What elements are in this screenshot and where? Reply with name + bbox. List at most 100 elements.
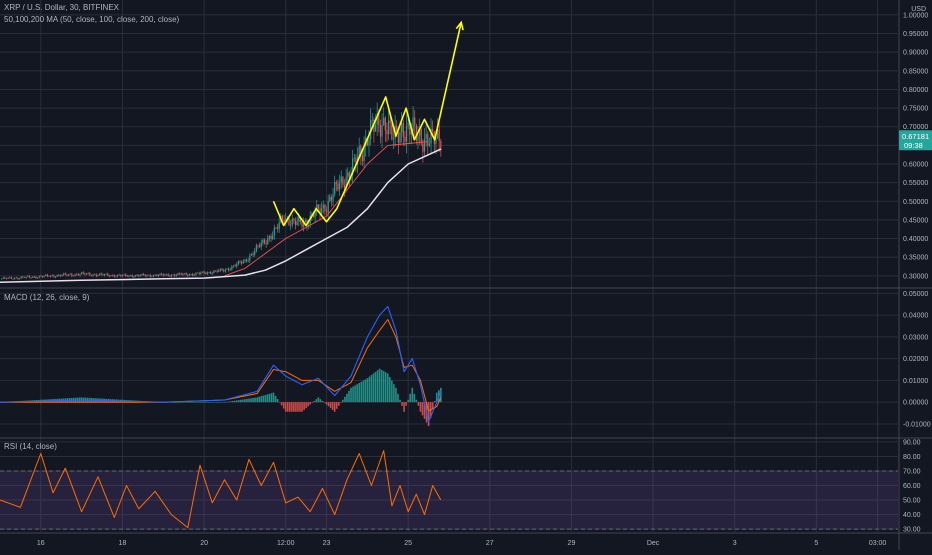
macd-histogram-bar <box>360 381 363 403</box>
candle-body <box>422 143 424 152</box>
candle-body <box>201 271 204 273</box>
candle-body <box>7 277 9 279</box>
macd-histogram-bar <box>178 402 181 403</box>
candle-body <box>391 122 393 140</box>
candle-body <box>410 131 413 135</box>
candle-body <box>435 138 437 144</box>
candle-body <box>298 216 300 222</box>
candle-body <box>319 208 321 214</box>
candle-body <box>218 270 220 272</box>
candle-body <box>223 270 225 272</box>
candle-body <box>265 243 267 245</box>
x-tick-label: Dec <box>647 540 660 547</box>
candle-body <box>255 245 257 252</box>
macd-histogram-bar <box>419 402 422 412</box>
rsi-line <box>0 450 442 529</box>
macd-histogram-bar <box>240 399 242 403</box>
candle-body <box>257 245 259 246</box>
candle-body <box>51 275 53 277</box>
macd-legend: MACD (12, 26, close, 9) <box>4 293 90 302</box>
macd-histogram-bar <box>186 402 189 403</box>
candle-body <box>162 274 164 276</box>
candle-body <box>12 278 14 280</box>
candle-body <box>386 130 388 135</box>
macd-histogram-bar <box>358 383 360 403</box>
candle-body <box>352 158 354 175</box>
candle-body <box>227 268 230 271</box>
candle-body <box>387 120 390 135</box>
macd-histogram-bar <box>309 402 312 405</box>
candle-body <box>342 176 344 186</box>
candle-body <box>61 274 63 277</box>
candle-body <box>368 139 370 146</box>
candle-body <box>268 236 270 239</box>
candle-body <box>234 265 236 267</box>
candle-body <box>170 274 173 277</box>
price-y-tick-label: 0.50000 <box>903 199 928 206</box>
candle-body <box>419 129 421 136</box>
candle-body <box>321 208 323 214</box>
candle-body <box>334 182 336 195</box>
macd-histogram-bar <box>346 393 348 403</box>
candle-body <box>25 276 27 278</box>
candle-body <box>285 217 287 223</box>
macd-histogram-bar <box>219 402 222 403</box>
macd-histogram-bar <box>352 386 354 403</box>
macd-histogram-bar <box>252 397 254 403</box>
candle-body <box>206 272 208 274</box>
macd-histogram-bar <box>405 402 407 406</box>
candle-body <box>175 274 177 276</box>
candle-body <box>237 261 239 265</box>
candle-body <box>28 276 30 278</box>
candle-body <box>436 129 439 139</box>
x-tick-label: 20 <box>200 540 208 547</box>
candle-body <box>1 278 3 280</box>
candle-body <box>77 274 79 276</box>
candle-body <box>136 274 138 276</box>
candle-body <box>432 128 434 132</box>
macd-histogram-bar <box>409 393 412 403</box>
candle-body <box>440 141 442 151</box>
candle-body <box>245 259 248 262</box>
candle-body <box>120 275 122 277</box>
candle-body <box>374 124 377 132</box>
candle-body <box>213 270 215 274</box>
macd-histogram-bar <box>217 402 220 403</box>
rsi-y-tick-label: 40.00 <box>903 512 921 519</box>
candle-body <box>236 264 238 267</box>
candle-body <box>355 157 357 165</box>
candle-body <box>133 276 135 278</box>
macd-y-tick-label: 0.03000 <box>903 334 928 341</box>
candle-body <box>126 275 128 277</box>
candle-body <box>144 275 146 277</box>
candle-body <box>335 182 337 184</box>
macd-histogram-bar <box>401 402 403 406</box>
candle-body <box>92 274 94 276</box>
candle-body <box>267 238 269 245</box>
candle-body <box>241 262 243 264</box>
candle-body <box>198 273 200 274</box>
candle-body <box>438 129 440 142</box>
candle-body <box>95 274 97 276</box>
candle-body <box>161 273 163 275</box>
macd-histogram-bar <box>376 370 379 403</box>
candle-body <box>89 273 91 276</box>
macd-histogram-bar <box>344 396 346 403</box>
candle-body <box>296 221 298 226</box>
macd-histogram-bar <box>227 401 230 403</box>
price-y-tick-label: 0.35000 <box>903 255 928 262</box>
macd-histogram-bar <box>207 402 209 403</box>
macd-histogram-bar <box>270 393 273 403</box>
candle-body <box>407 122 409 126</box>
candle-body <box>10 277 13 279</box>
macd-histogram-bar <box>233 400 236 403</box>
x-tick-label: 27 <box>486 540 494 547</box>
macd-histogram-bar <box>215 402 218 403</box>
macd-histogram-bar <box>282 402 285 409</box>
price-badge-countdown: 09:38 <box>904 141 923 150</box>
candle-body <box>69 274 71 275</box>
macd-histogram-bar <box>199 402 201 403</box>
macd-histogram-bar <box>391 380 393 403</box>
candle-body <box>384 117 386 131</box>
